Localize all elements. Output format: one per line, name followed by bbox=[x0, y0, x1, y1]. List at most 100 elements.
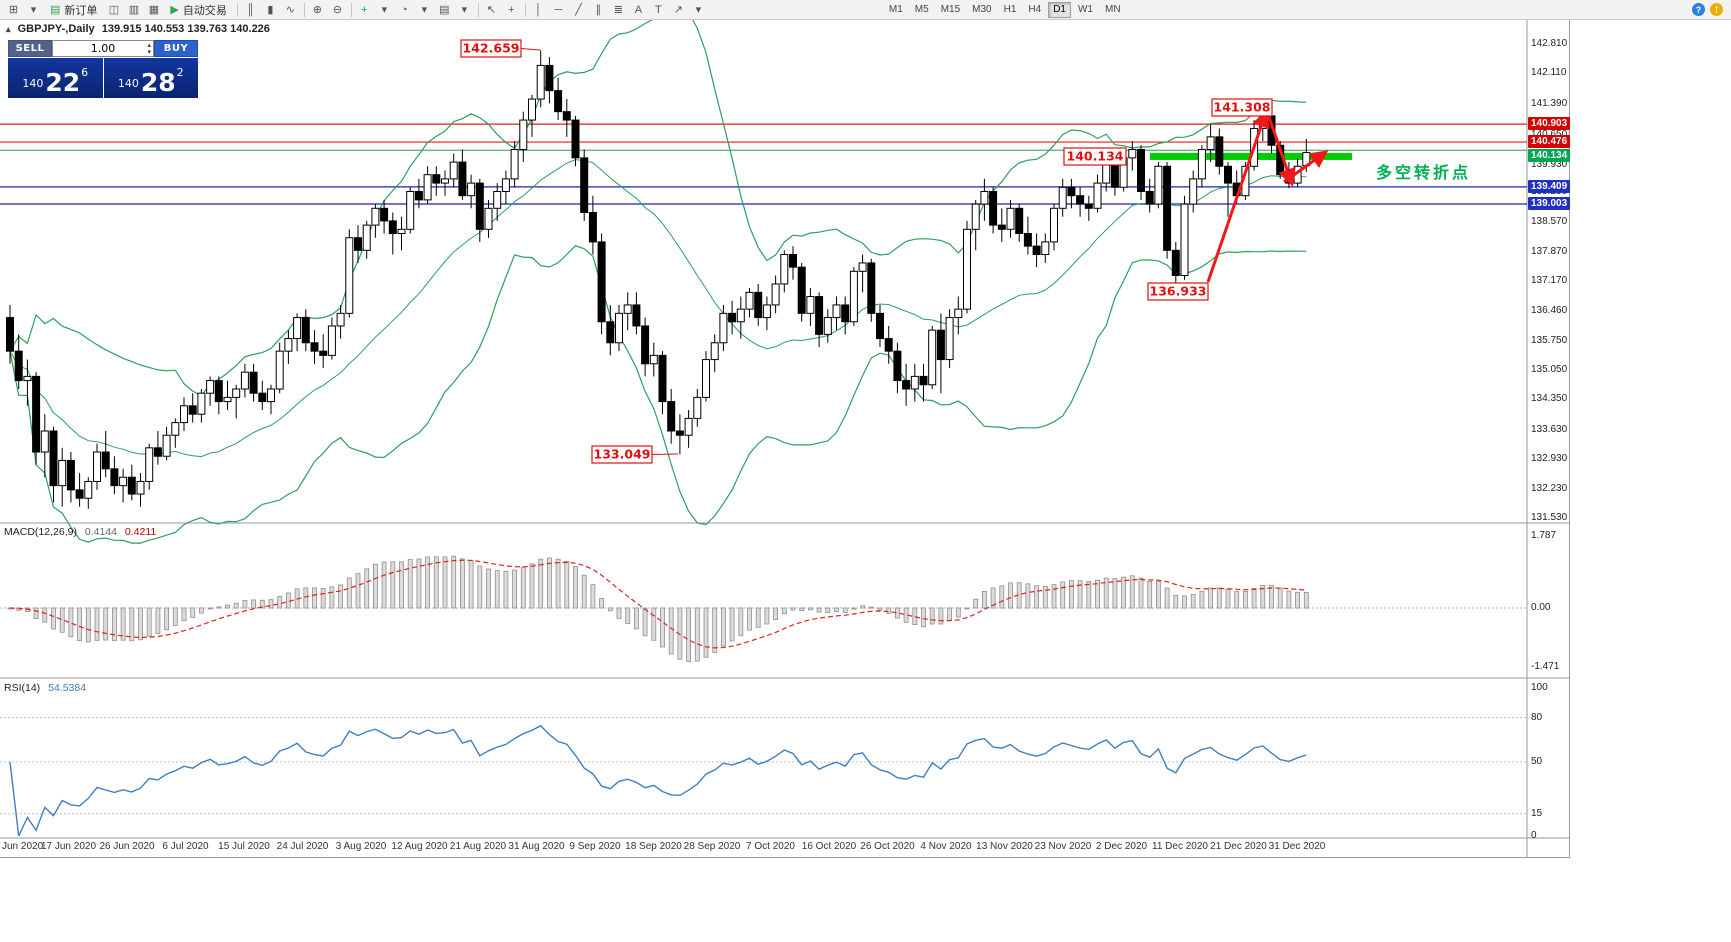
macd-indicator-label: MACD(12,26,9) 0.4144 0.4211 bbox=[4, 526, 161, 538]
arrows-dropdown-button[interactable]: ▾ bbox=[689, 1, 708, 18]
crosshair-button[interactable]: + bbox=[502, 1, 521, 18]
line-chart-button[interactable]: ∿ bbox=[281, 1, 300, 18]
fibonacci-button[interactable]: ≣ bbox=[609, 1, 628, 18]
periods-button[interactable]: ◔ bbox=[395, 1, 414, 18]
macd-pane bbox=[0, 555, 1527, 662]
text-button[interactable]: A bbox=[629, 1, 648, 18]
sell-price-prefix: 140 bbox=[22, 77, 44, 90]
symbol-title: GBPJPY-,Daily bbox=[17, 23, 95, 35]
templates-button[interactable]: ▤ bbox=[435, 1, 454, 18]
periods-dropdown-button[interactable]: ▾ bbox=[415, 1, 434, 18]
new-order-button: ▤ bbox=[50, 4, 61, 16]
label-button[interactable]: T bbox=[649, 1, 668, 18]
profiles-button[interactable]: ◫ bbox=[104, 1, 123, 18]
price-label-box: 136.933 bbox=[1147, 282, 1209, 301]
toolbar-separator bbox=[524, 2, 526, 17]
bollinger-middle-band bbox=[9, 159, 1307, 458]
price-label-box: 142.659 bbox=[460, 39, 541, 58]
new-chart-dropdown-button[interactable]: ▾ bbox=[24, 1, 43, 18]
macd-signal-value: 0.4211 bbox=[124, 526, 157, 538]
periods-dropdown-icon: ▾ bbox=[421, 4, 428, 16]
fibonacci-icon: ≣ bbox=[613, 4, 623, 16]
one-click-toggle-icon[interactable]: ▴ bbox=[6, 24, 11, 34]
horizontal-line-icon: ─ bbox=[554, 3, 563, 16]
timeframe-mn[interactable]: MN bbox=[1104, 4, 1121, 15]
indicators-button[interactable]: + bbox=[355, 1, 374, 18]
cursor-button[interactable]: ↖ bbox=[482, 1, 501, 18]
timeframe-w1[interactable]: W1 bbox=[1077, 4, 1093, 15]
zoom-out-button[interactable]: ⊖ bbox=[328, 1, 347, 18]
price-label-box: 133.049 bbox=[591, 445, 679, 464]
data-window-button[interactable]: ▦ bbox=[144, 1, 163, 18]
toolbar-separator bbox=[303, 2, 305, 17]
trend-arrow bbox=[1206, 109, 1270, 283]
timeframe-d1[interactable]: D1 bbox=[1048, 1, 1071, 18]
toolbar-separator bbox=[350, 2, 352, 17]
indicators-dropdown-icon: ▾ bbox=[381, 4, 388, 16]
arrows-dropdown-icon: ▾ bbox=[695, 4, 702, 16]
market-watch-button[interactable]: ▥ bbox=[124, 1, 143, 18]
sell-price-pip: 6 bbox=[81, 66, 89, 79]
new-chart-button[interactable]: ⊞ bbox=[4, 1, 23, 18]
rsi-name: RSI(14) bbox=[4, 682, 41, 694]
autotrade-button[interactable]: ▶ 自动交易 bbox=[164, 1, 232, 18]
timeframe-m1[interactable]: M1 bbox=[888, 4, 903, 15]
templates-dropdown-icon: ▾ bbox=[461, 4, 468, 16]
horizontal-line-button[interactable]: ─ bbox=[549, 1, 568, 18]
templates-dropdown-button[interactable]: ▾ bbox=[455, 1, 474, 18]
indicators-dropdown-button[interactable]: ▾ bbox=[375, 1, 394, 18]
zoom-in-button[interactable]: ⊕ bbox=[308, 1, 327, 18]
macd-signal-line bbox=[9, 559, 1307, 649]
new-order-button[interactable]: ▤ 新订单 bbox=[44, 1, 103, 18]
new-chart-dropdown-icon: ▾ bbox=[30, 4, 37, 16]
market-watch-icon: ▥ bbox=[128, 4, 140, 16]
candlestick-series bbox=[6, 50, 1311, 509]
sell-price-box[interactable]: 140 22 6 bbox=[8, 58, 103, 98]
periods-icon: ◔ bbox=[401, 3, 408, 16]
lot-size-input[interactable]: 1.00 ▴ ▾ bbox=[52, 40, 154, 57]
timeframe-h1[interactable]: H1 bbox=[1003, 4, 1017, 15]
indicators-icon: + bbox=[361, 3, 368, 16]
trend-arrow bbox=[1283, 150, 1329, 184]
turning-point-note: 多空转折点 bbox=[1376, 163, 1471, 182]
zoom-in-icon: ⊕ bbox=[312, 4, 322, 16]
lot-size-value: 1.00 bbox=[90, 42, 116, 55]
bar-chart-button[interactable]: ║ bbox=[241, 1, 260, 18]
channel-button[interactable]: ∥ bbox=[589, 1, 608, 18]
timeframe-m15[interactable]: M15 bbox=[940, 4, 961, 15]
ohlc-values: 139.915 140.553 139.763 140.226 bbox=[101, 23, 270, 35]
sell-button[interactable]: SELL bbox=[8, 40, 52, 57]
vertical-line-button[interactable]: │ bbox=[529, 1, 548, 18]
price-label-box: 140.134 bbox=[1063, 147, 1127, 166]
lot-stepper[interactable]: ▴ ▾ bbox=[147, 42, 151, 56]
trendline-button[interactable]: ╱ bbox=[569, 1, 588, 18]
autotrade-button-label: 自动交易 bbox=[182, 4, 227, 17]
data-window-icon: ▦ bbox=[148, 4, 160, 16]
templates-icon: ▤ bbox=[439, 4, 450, 16]
chart-symbol-label: ▴ GBPJPY-,Daily 139.915 140.553 139.763 … bbox=[6, 23, 274, 35]
rsi-indicator-label: RSI(14) 54.5384 bbox=[4, 682, 91, 694]
buy-price-box[interactable]: 140 28 2 bbox=[103, 58, 198, 98]
rsi-value: 54.5384 bbox=[48, 682, 87, 694]
buy-price-big: 28 bbox=[140, 67, 176, 97]
chart-canvas[interactable]: 142.659 141.308 140.134 136.933 133.049 多空转折点 bbox=[0, 0, 1570, 860]
toolbar-separator bbox=[477, 2, 479, 17]
lot-up-icon[interactable]: ▴ bbox=[147, 41, 151, 49]
svg-text:136.933: 136.933 bbox=[1150, 284, 1207, 299]
svg-text:133.049: 133.049 bbox=[594, 447, 651, 462]
promotion-icon[interactable]: ! bbox=[1710, 3, 1723, 16]
arrows-button[interactable]: ↗ bbox=[669, 1, 688, 18]
timeframe-h4[interactable]: H4 bbox=[1028, 4, 1042, 15]
buy-price-pip: 2 bbox=[176, 66, 184, 79]
timeframe-m5[interactable]: M5 bbox=[914, 4, 929, 15]
community-icon[interactable]: ? bbox=[1692, 3, 1705, 16]
svg-text:142.659: 142.659 bbox=[463, 41, 520, 56]
buy-button[interactable]: BUY bbox=[154, 40, 198, 57]
sell-price-big: 22 bbox=[45, 67, 81, 97]
lot-down-icon[interactable]: ▾ bbox=[147, 48, 151, 56]
rsi-line bbox=[9, 724, 1307, 836]
candlestick-chart-button[interactable]: ▮ bbox=[261, 1, 280, 18]
trendline-icon: ╱ bbox=[575, 4, 582, 16]
timeframe-m30[interactable]: M30 bbox=[972, 4, 992, 15]
